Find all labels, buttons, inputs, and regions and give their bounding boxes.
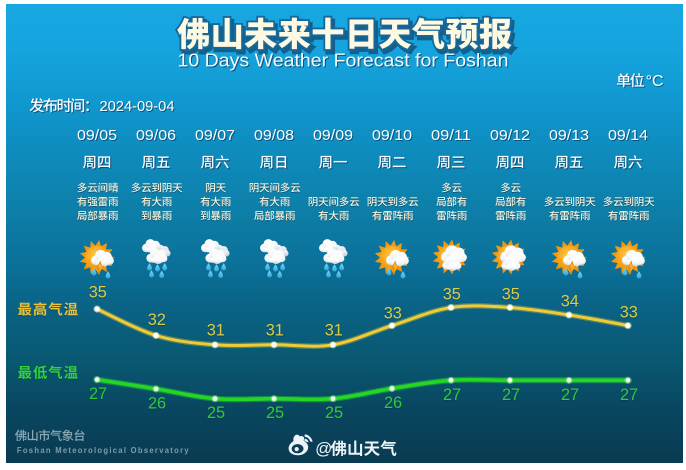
svg-text:°C: °C	[646, 73, 664, 90]
svg-text:25: 25	[207, 404, 225, 422]
svg-text:31: 31	[207, 321, 225, 339]
svg-text:2024-09-04: 2024-09-04	[100, 98, 175, 115]
svg-text:26: 26	[148, 394, 166, 412]
svg-text:31: 31	[266, 321, 284, 339]
svg-text:09/09: 09/09	[313, 127, 353, 144]
svg-text:26: 26	[384, 394, 402, 412]
svg-text:27: 27	[502, 386, 520, 404]
svg-text:25: 25	[266, 404, 284, 422]
svg-text:09/07: 09/07	[195, 127, 235, 144]
svg-text:27: 27	[443, 386, 461, 404]
svg-text:35: 35	[502, 286, 520, 304]
svg-text:27: 27	[89, 385, 107, 403]
svg-text:33: 33	[620, 304, 638, 322]
svg-text:10 Days Weather Forecast for F: 10 Days Weather Forecast for Foshan	[178, 51, 509, 71]
svg-text:09/08: 09/08	[254, 127, 294, 144]
svg-text:Foshan Meteorological Observat: Foshan Meteorological Observatory	[17, 446, 190, 455]
svg-text:09/06: 09/06	[136, 127, 176, 144]
svg-text:33: 33	[384, 305, 402, 323]
svg-text:09/11: 09/11	[431, 127, 471, 144]
svg-text:09/12: 09/12	[490, 127, 530, 144]
svg-text:09/13: 09/13	[549, 127, 589, 144]
svg-text:09/14: 09/14	[608, 127, 648, 144]
svg-text:34: 34	[561, 292, 579, 310]
svg-text:09/10: 09/10	[372, 127, 412, 144]
svg-text:35: 35	[443, 286, 461, 304]
svg-text:31: 31	[325, 321, 343, 339]
svg-text:@: @	[315, 439, 332, 458]
svg-text:32: 32	[148, 311, 166, 329]
svg-text:25: 25	[325, 404, 343, 422]
svg-text:27: 27	[620, 386, 638, 404]
svg-text:35: 35	[89, 283, 107, 301]
svg-text:27: 27	[561, 386, 579, 404]
svg-text:09/05: 09/05	[77, 127, 117, 144]
